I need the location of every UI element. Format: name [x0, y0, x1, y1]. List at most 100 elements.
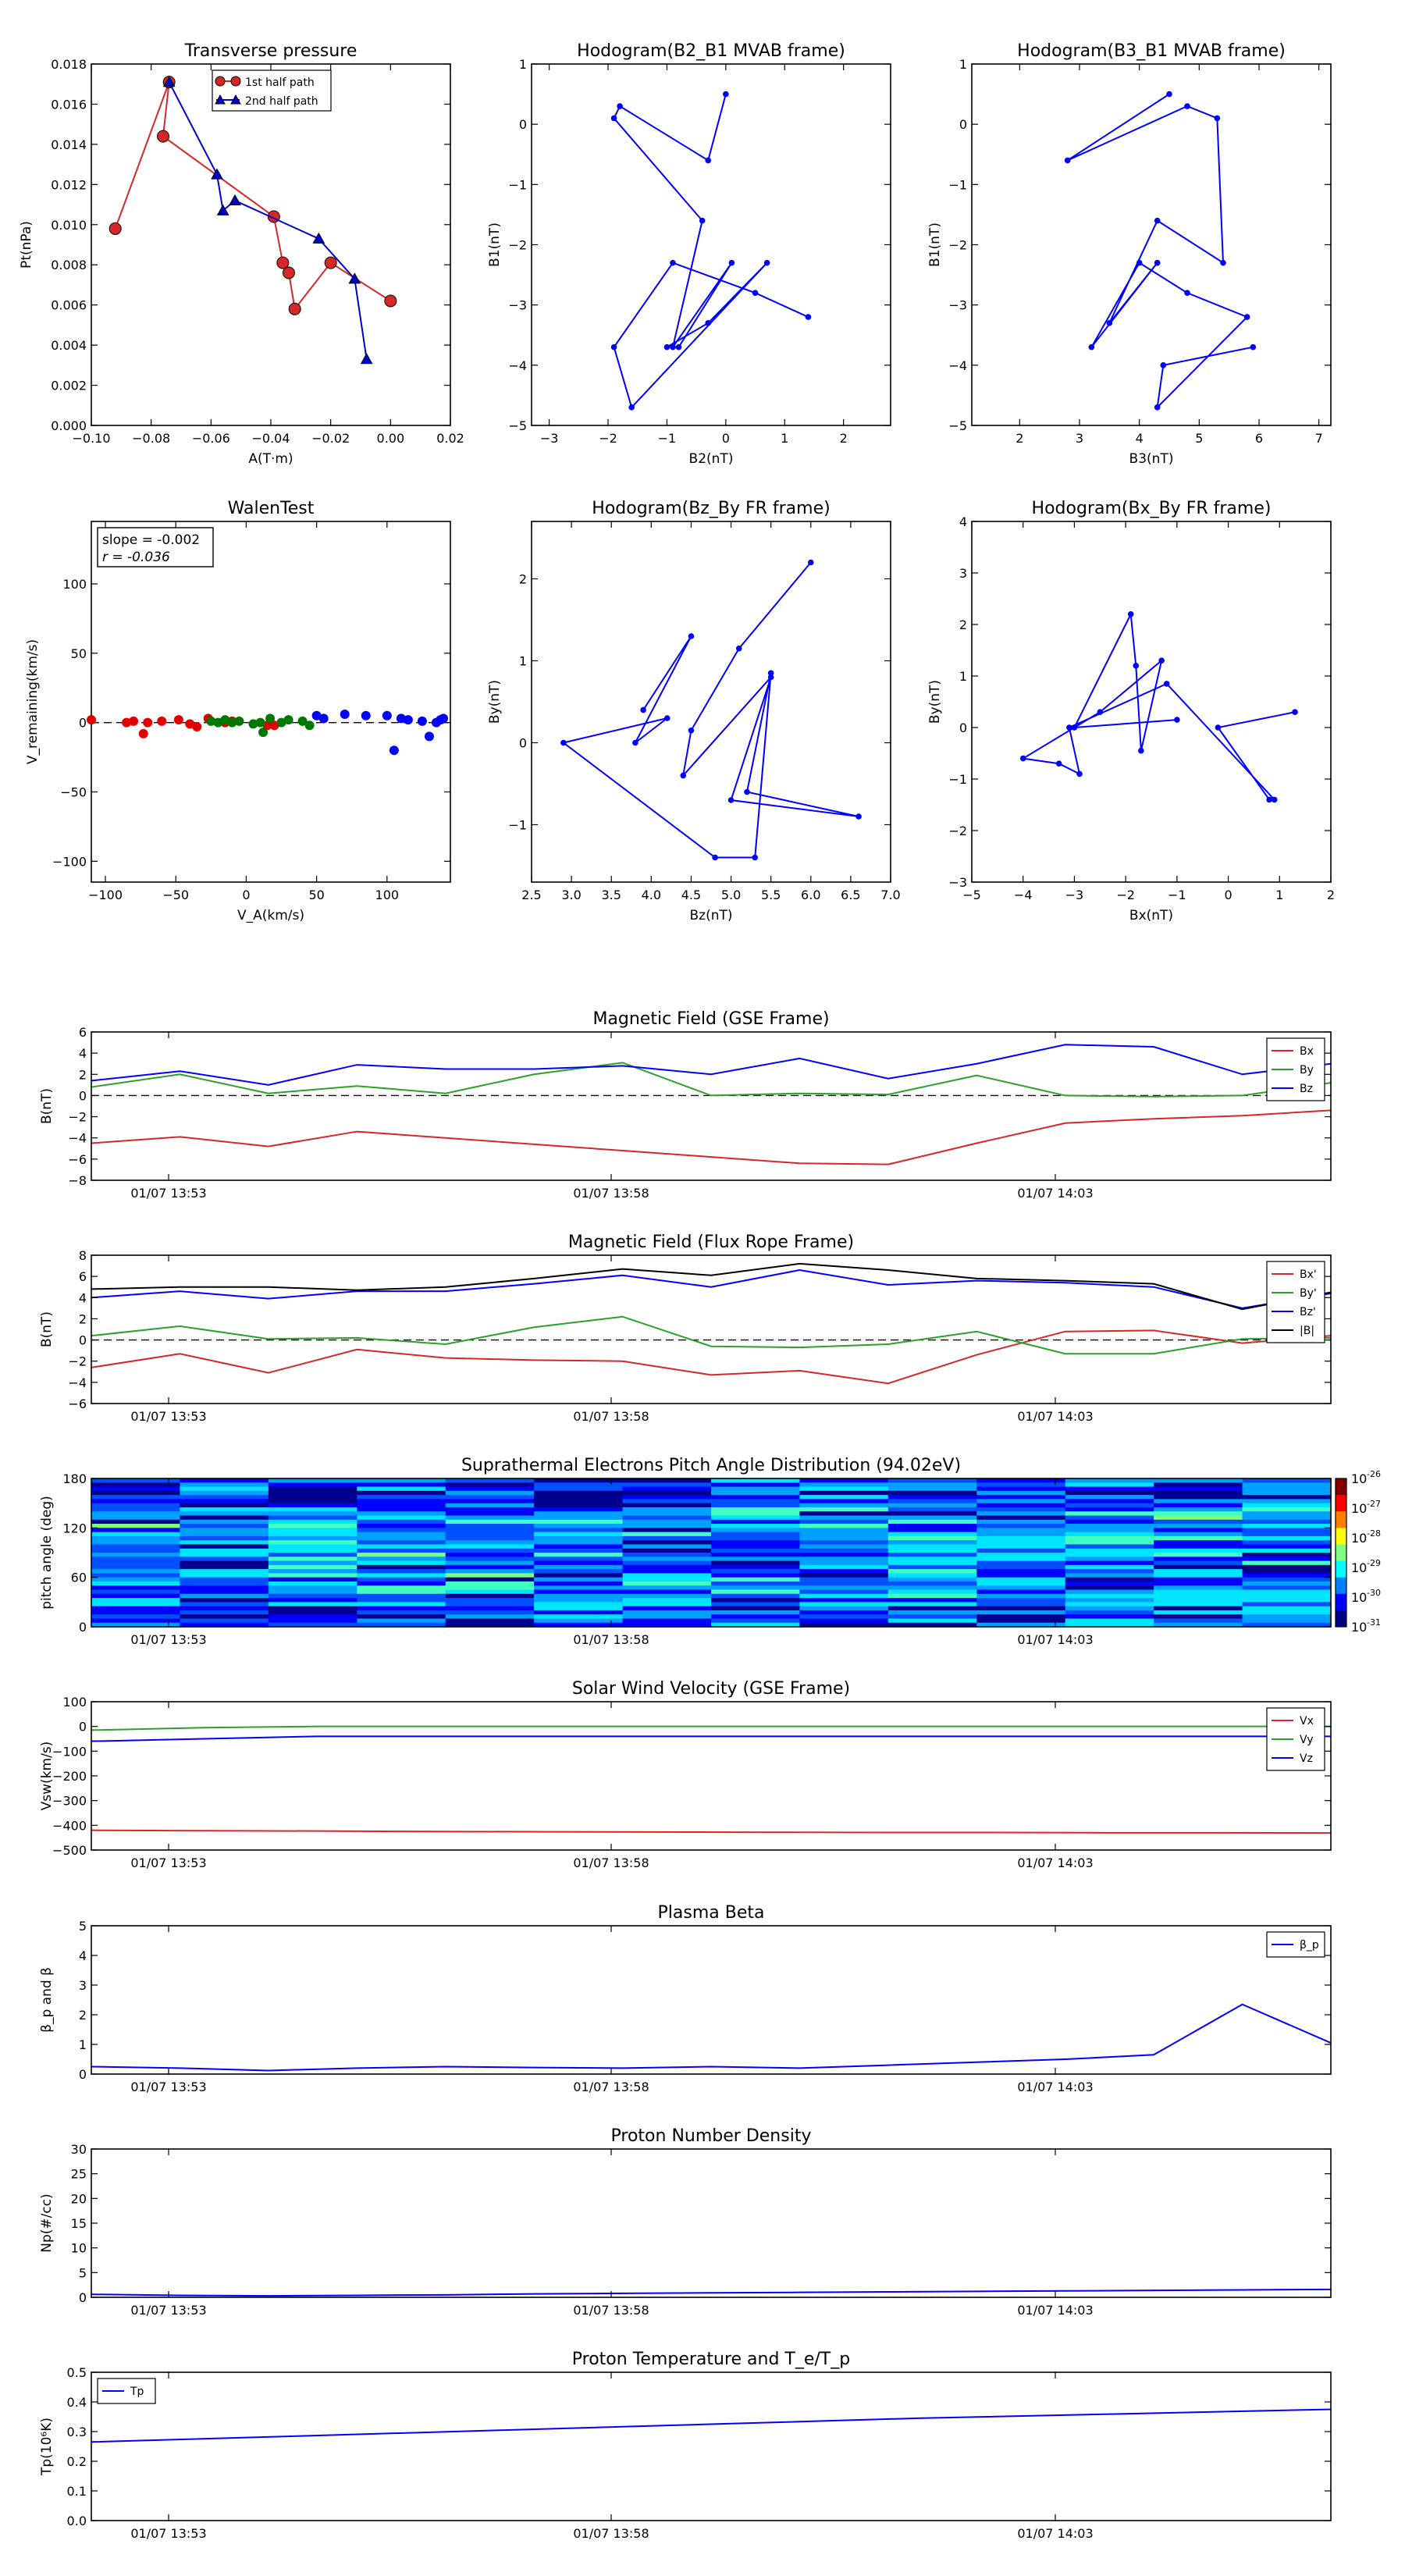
- heatmap-cell: [268, 1593, 357, 1599]
- x-tick-label: 2: [1327, 888, 1335, 902]
- heatmap-cell: [887, 1524, 977, 1528]
- time-tick-label: 01/07 14:03: [1017, 2526, 1093, 2541]
- heatmap-cell: [357, 1564, 446, 1570]
- heatmap-cell: [1065, 1544, 1154, 1550]
- heatmap-cell: [711, 1515, 801, 1521]
- heatmap-cell: [622, 1544, 712, 1550]
- heatmap-cell: [1154, 1490, 1243, 1496]
- y-tick-label: 60: [71, 1571, 87, 1585]
- heatmap-cell: [622, 1573, 712, 1578]
- data-point: [288, 302, 301, 315]
- x-tick-label: −2: [1116, 888, 1135, 902]
- heatmap-cell: [91, 1507, 181, 1512]
- plot-title: Hodogram(Bz_By FR frame): [592, 499, 830, 518]
- data-point: [438, 713, 448, 724]
- heatmap-cell: [534, 1585, 624, 1591]
- heatmap-cell: [622, 1528, 712, 1533]
- colorbar-segment: [1336, 1560, 1346, 1578]
- y-tick-label: 0.012: [51, 177, 87, 192]
- heatmap-cell: [1065, 1490, 1154, 1496]
- heatmap-cell: [180, 1602, 269, 1607]
- data-point: [138, 728, 148, 738]
- heatmap-cell: [976, 1606, 1066, 1611]
- legend-label: 1st half path: [245, 76, 315, 89]
- heatmap-cell: [622, 1610, 712, 1615]
- heatmap-cell: [268, 1569, 357, 1574]
- heatmap-cell: [1065, 1585, 1154, 1591]
- heatmap-cell: [534, 1499, 624, 1504]
- time-tick-label: 01/07 13:58: [573, 2080, 649, 2094]
- hodogram-bzby-plot: Hodogram(Bz_By FR frame) 2.5 3.0 3.5 4.0 4.5 5…: [487, 499, 901, 923]
- y-tick-label: 0: [79, 716, 87, 731]
- heatmap-cell: [180, 1524, 269, 1528]
- y-tick-label: 100: [62, 1695, 87, 1710]
- x-tick-label: 100: [375, 888, 400, 902]
- heatmap-cell: [357, 1540, 446, 1546]
- heatmap-cell: [711, 1614, 801, 1620]
- plot-title: WalenTest: [228, 499, 315, 518]
- data-point: [185, 719, 195, 729]
- heatmap-cell: [711, 1503, 801, 1508]
- y-tick-label: 0: [79, 2067, 87, 2082]
- heatmap-cell: [887, 1499, 977, 1504]
- heatmap-cell: [534, 1589, 624, 1595]
- heatmap-cell: [268, 1503, 357, 1508]
- x-tick-label: −50: [162, 888, 189, 902]
- heatmap-cell: [976, 1610, 1066, 1615]
- heatmap-cell: [887, 1598, 977, 1603]
- heatmap-cell: [887, 1589, 977, 1595]
- heatmap-cell: [268, 1589, 357, 1595]
- colorbar-tick-exponent: -28: [1367, 1528, 1381, 1539]
- heatmap-cell: [622, 1569, 712, 1574]
- heatmap-cell: [887, 1535, 977, 1541]
- panel-title: Suprathermal Electrons Pitch Angle Distr…: [461, 1456, 961, 1475]
- heatmap-cell: [1242, 1478, 1332, 1483]
- heatmap-cell: [1065, 1602, 1154, 1607]
- heatmap-cell: [1154, 1564, 1243, 1570]
- x-tick-label: 3.0: [561, 888, 581, 902]
- heatmap-cell: [534, 1560, 624, 1566]
- heatmap-cell: [268, 1560, 357, 1566]
- heatmap-cell: [180, 1585, 269, 1591]
- heatmap-cell: [1065, 1532, 1154, 1537]
- heatmap-cell: [180, 1495, 269, 1500]
- heatmap-cell: [887, 1548, 977, 1553]
- series-line: [1067, 93, 1254, 410]
- data-point: [705, 320, 712, 326]
- legend-label: 2nd half path: [245, 95, 318, 108]
- data-point: [361, 710, 371, 720]
- heatmap-cell: [887, 1602, 977, 1607]
- heatmap-cell: [976, 1486, 1066, 1492]
- heatmap-cell: [1065, 1614, 1154, 1620]
- heatmap-cell: [445, 1503, 535, 1508]
- legend-marker: [230, 94, 241, 105]
- heatmap-cell: [180, 1499, 269, 1504]
- heatmap-cell: [799, 1610, 889, 1615]
- heatmap-cell: [357, 1482, 446, 1488]
- heatmap-cell: [711, 1618, 801, 1624]
- y-tick-label: −2: [948, 238, 967, 253]
- heatmap-cell: [91, 1553, 181, 1557]
- data-point: [1158, 657, 1165, 664]
- heatmap-cell: [445, 1515, 535, 1521]
- heatmap-cell: [534, 1524, 624, 1528]
- x-axis-label: A(T·m): [248, 451, 293, 467]
- time-tick-label: 01/07 13:58: [573, 2303, 649, 2318]
- heatmap-cell: [180, 1490, 269, 1496]
- heatmap-cell: [887, 1618, 977, 1624]
- data-point: [1292, 709, 1298, 715]
- heatmap-cell: [976, 1528, 1066, 1533]
- x-tick-label: −3: [540, 431, 559, 446]
- y-tick-label: −1: [508, 818, 527, 833]
- heatmap-cell: [1154, 1589, 1243, 1595]
- heatmap-cell: [711, 1557, 801, 1562]
- heatmap-cell: [711, 1486, 801, 1492]
- heatmap-cell: [799, 1540, 889, 1546]
- heatmap-cell: [268, 1482, 357, 1488]
- heatmap-cell: [799, 1577, 889, 1582]
- heatmap-cell: [1242, 1573, 1332, 1578]
- heatmap-cell: [799, 1486, 889, 1492]
- y-tick-label: −4: [68, 1131, 87, 1146]
- y-tick-label: −2: [68, 1354, 87, 1369]
- x-tick-label: −3: [1065, 888, 1084, 902]
